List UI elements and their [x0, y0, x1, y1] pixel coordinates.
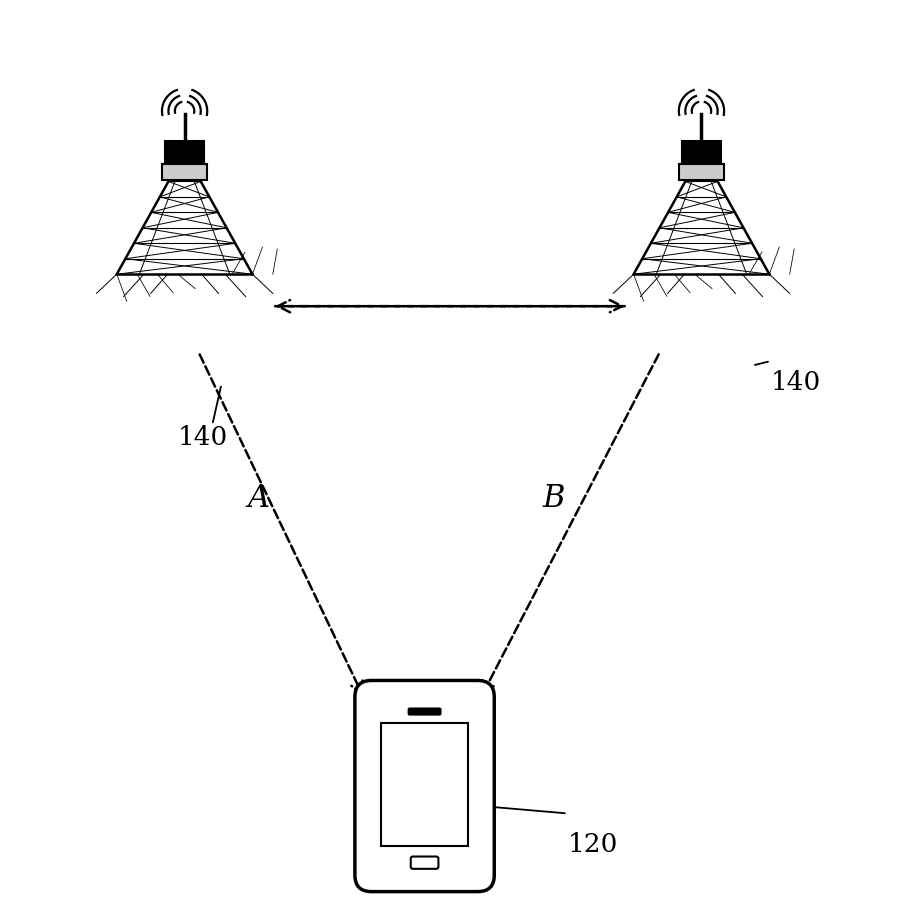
FancyBboxPatch shape [682, 142, 721, 163]
Text: 120: 120 [568, 832, 618, 856]
FancyBboxPatch shape [354, 680, 494, 892]
FancyBboxPatch shape [162, 164, 208, 180]
FancyBboxPatch shape [409, 708, 440, 715]
Text: A: A [247, 483, 270, 514]
Text: 140: 140 [178, 425, 228, 450]
Text: 140: 140 [771, 370, 821, 395]
FancyBboxPatch shape [165, 142, 204, 163]
Text: B: B [543, 483, 565, 514]
FancyBboxPatch shape [679, 164, 724, 180]
FancyBboxPatch shape [411, 856, 438, 869]
FancyBboxPatch shape [381, 723, 468, 845]
